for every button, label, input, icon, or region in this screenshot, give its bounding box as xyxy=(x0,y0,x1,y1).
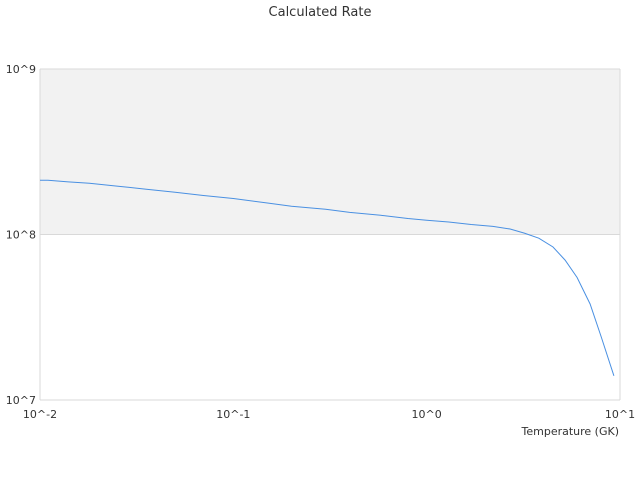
y-tick-label: 10^9 xyxy=(6,63,36,76)
y-tick-label: 10^8 xyxy=(6,229,36,242)
chart-title: Calculated Rate xyxy=(269,5,372,20)
x-tick-label: 10^-2 xyxy=(23,408,57,421)
plot-band xyxy=(40,69,620,235)
x-axis-label: Temperature (GK) xyxy=(521,425,620,438)
x-tick-label: 10^1 xyxy=(605,408,635,421)
plot-area: 10^7 10^8 10^9 10^-2 10^-1 10^0 10^1 xyxy=(6,63,635,421)
series-line xyxy=(40,179,615,376)
y-tick-label: 10^7 xyxy=(6,394,36,407)
x-tick-label: 10^-1 xyxy=(216,408,250,421)
x-tick-label: 10^0 xyxy=(412,408,442,421)
